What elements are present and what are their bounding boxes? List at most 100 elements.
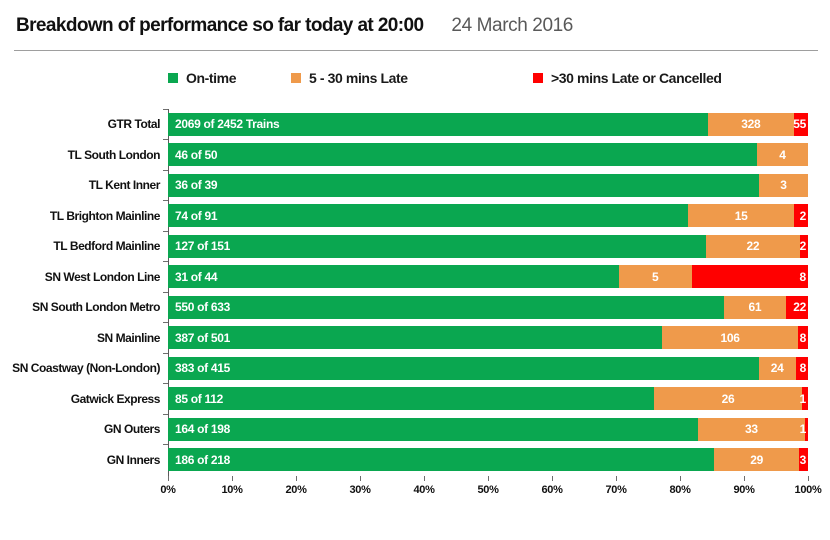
y-axis-tick [163,352,168,354]
segment-value: 2 [799,208,807,223]
bar-row: Gatwick Express 85 of 112 26 1 [10,383,808,415]
stacked-bar: 387 of 501 106 8 [168,326,808,350]
segment-value: 85 of 112 [175,391,224,406]
segment-value: 8 [799,361,807,376]
cancelled-segment: 1 [800,417,808,441]
segment-value: 106 [720,330,740,345]
y-axis-tick [163,444,168,445]
segment-value: 8 [799,269,807,284]
cancelled-segment: 8 [691,265,808,289]
y-axis-tick [163,169,168,171]
plot-area: GTR Total 2069 of 2452 Trains 328 55 TL Sout… [10,108,808,481]
segment-value: 55 [793,117,806,132]
x-axis-tick [744,476,745,481]
x-axis-tick [424,476,425,481]
late-segment: 26 [653,387,803,411]
segment-value: 164 of 198 [175,422,231,437]
segment-value: 1 [799,391,807,406]
category-label: SN Coastway (Non-London) [12,361,160,376]
late-segment: 61 [724,295,786,319]
stacked-bar: 46 of 50 4 [168,143,808,167]
x-axis-tick [680,476,681,481]
segment-value: 8 [799,330,807,345]
x-tick-label: 90% [733,484,755,496]
category-label: SN Mainline [96,330,161,345]
late-segment: 5 [618,265,692,289]
segment-value: 46 of 50 [175,147,218,162]
bar-row: SN Coastway (Non-London) 383 of 415 24 8 [10,352,808,384]
on-time-swatch-icon [168,73,178,83]
y-axis-tick [163,139,168,140]
on-time-segment: 36 of 39 [168,173,759,197]
category-label: TL Kent Inner [88,178,161,193]
segment-value: 328 [741,117,761,132]
on-time-segment: 85 of 112 [168,387,654,411]
legend-item-on-time: On-time [168,70,291,86]
segment-value: 22 [746,239,760,254]
on-time-segment: 2069 of 2452 Trains [168,112,709,136]
stacked-bar: 85 of 112 26 1 [168,387,808,411]
y-axis-tick [163,230,168,232]
bar-row: SN South London Metro 550 of 633 61 22 [10,291,808,323]
stacked-bar: 383 of 415 24 8 [168,356,808,380]
cancelled-segment: 8 [797,326,808,350]
category-label: SN West London Line [44,269,161,284]
segment-value: 383 of 415 [175,361,231,376]
segment-value: 4 [779,147,786,162]
on-time-segment: 164 of 198 [168,417,699,441]
stacked-bar: 164 of 198 33 1 [168,417,808,441]
stacked-bar: 36 of 39 3 [168,173,808,197]
y-axis-tick [163,291,168,293]
on-time-segment: 550 of 633 [168,295,725,319]
x-axis-tick [296,476,297,481]
segment-value: 5 [652,269,659,284]
late-segment: 15 [688,204,794,228]
stacked-bar: 31 of 44 5 8 [168,265,808,289]
segment-value: 36 of 39 [175,178,218,193]
on-time-segment: 387 of 501 [168,326,663,350]
cancelled-segment: 22 [785,295,808,319]
stacked-bar: 127 of 151 22 2 [168,234,808,258]
segment-value: 186 of 218 [175,452,231,467]
late-segment: 24 [758,356,796,380]
segment-value: 15 [734,208,748,223]
cancelled-segment: 2 [799,234,808,258]
category-label: TL Brighton Mainline [49,208,161,223]
y-axis-tick [163,322,168,323]
late-segment: 29 [714,448,800,472]
legend-item-cancelled: >30 mins Late or Cancelled [533,70,722,86]
legend-label: 5 - 30 mins Late [309,70,408,86]
segment-value: 24 [770,361,784,376]
segment-value: 2069 of 2452 Trains [175,117,280,132]
header: Breakdown of performance so far today at… [0,0,830,37]
segment-value: 61 [748,300,762,315]
bar-row: SN Mainline 387 of 501 106 8 [10,322,808,354]
y-axis-tick [163,200,168,201]
late-segment: 3 [758,173,808,197]
stacked-bar: 74 of 91 15 2 [168,204,808,228]
on-time-segment: 74 of 91 [168,204,689,228]
segment-value: 26 [721,391,735,406]
cancelled-segment: 1 [799,387,808,411]
legend-label: On-time [186,70,237,86]
stacked-bar-chart: GTR Total 2069 of 2452 Trains 328 55 TL Sout… [10,108,822,503]
segment-value: 31 of 44 [175,269,218,284]
segment-value: 387 of 501 [175,330,231,345]
page-title: Breakdown of performance so far today at… [16,15,424,36]
bar-row: SN West London Line 31 of 44 5 8 [10,261,808,293]
late-segment: 4 [756,143,808,167]
on-time-segment: 127 of 151 [168,234,707,258]
x-tick-label: 0% [160,484,176,496]
bar-row: TL Brighton Mainline 74 of 91 15 2 [10,200,808,232]
segment-value: 550 of 633 [175,300,231,315]
category-label: SN South London Metro [32,300,160,315]
stacked-bar: 186 of 218 29 3 [168,448,808,472]
late-segment: 22 [706,234,800,258]
x-axis-tick [488,476,489,481]
bar-row: TL Bedford Mainline 127 of 151 22 2 [10,230,808,262]
segment-value: 1 [799,422,807,437]
segment-value: 3 [780,178,787,193]
x-axis-tick [360,476,361,481]
x-tick-label: 30% [349,484,371,496]
